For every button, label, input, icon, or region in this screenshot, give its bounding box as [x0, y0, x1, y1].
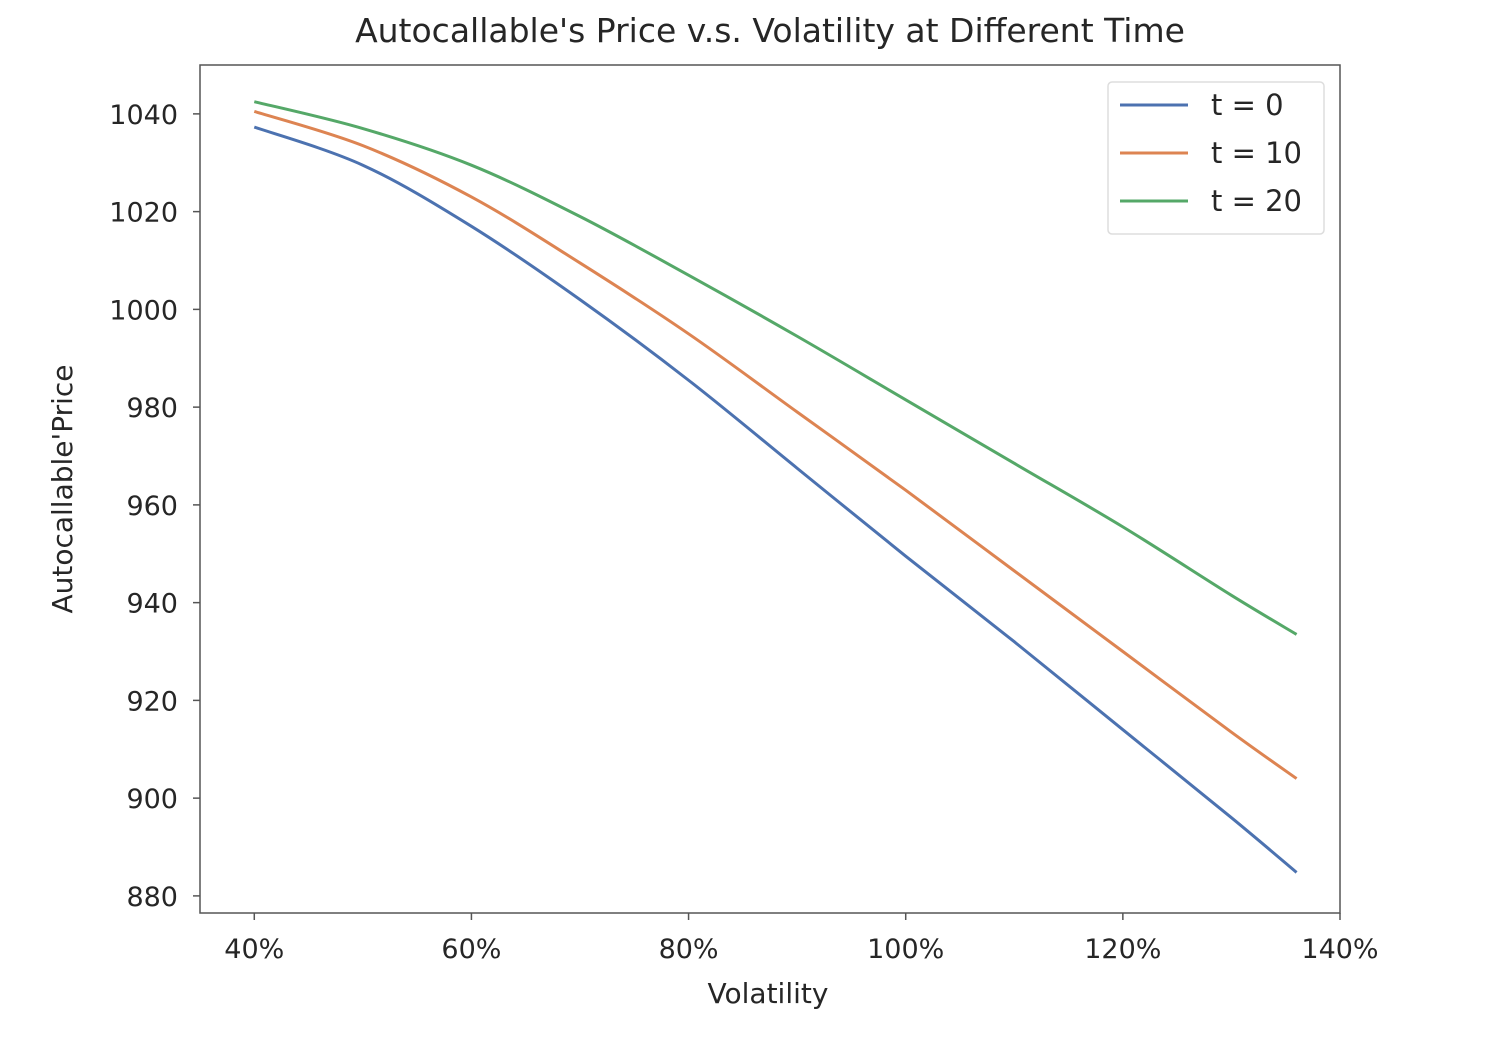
legend-box [1107, 81, 1325, 235]
y-tick-label: 980 [126, 393, 178, 424]
x-axis-label: Volatility [708, 977, 829, 1010]
series-line-2 [253, 109, 1298, 780]
y-tick-label: 880 [126, 882, 178, 913]
legend-label-3: t = 20 [1211, 184, 1302, 218]
x-tick-label: 120% [1084, 934, 1161, 965]
legend: t = 0 t = 10 t = 20 [1107, 81, 1325, 235]
legend-label-2: t = 10 [1211, 136, 1302, 170]
y-tick-label: 1040 [109, 100, 178, 131]
y-tick-label: 940 [126, 589, 178, 620]
x-tick-label: 40% [224, 934, 284, 965]
x-tick-label: 60% [441, 934, 501, 965]
legend-label-1: t = 0 [1211, 88, 1284, 122]
x-tick-label: 140% [1301, 934, 1378, 965]
y-tick-label: 920 [126, 686, 178, 717]
y-axis-ticks: 880 900 920 940 960 980 1000 1020 1040 [109, 100, 200, 913]
y-tick-label: 1000 [109, 295, 178, 326]
y-tick-label: 900 [126, 784, 178, 815]
series-line-3 [253, 100, 1298, 636]
y-tick-label: 1020 [109, 198, 178, 229]
y-axis-label: Autocallable'Price [46, 364, 79, 613]
x-axis-ticks: 40% 60% 80% 100% 120% 140% [224, 913, 1379, 965]
series-line-1 [253, 125, 1298, 874]
x-tick-label: 100% [867, 934, 944, 965]
y-tick-label: 960 [126, 491, 178, 522]
x-tick-label: 80% [659, 934, 719, 965]
chart-title: Autocallable's Price v.s. Volatility at … [355, 11, 1185, 50]
plot-frame [199, 64, 1341, 914]
series-lines [253, 100, 1298, 874]
